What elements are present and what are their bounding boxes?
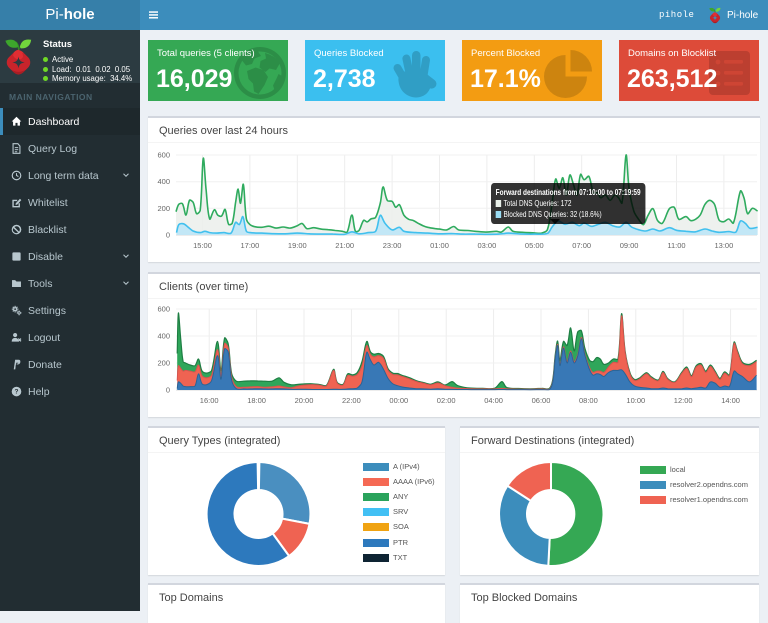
svg-text:15:00: 15:00: [193, 241, 212, 250]
svg-text:09:00: 09:00: [620, 241, 639, 250]
svg-text:14:00: 14:00: [721, 396, 740, 405]
svg-text:00:00: 00:00: [389, 396, 408, 405]
svg-text:11:00: 11:00: [667, 241, 685, 250]
svg-text:05:00: 05:00: [525, 241, 544, 250]
svg-text:18:00: 18:00: [247, 396, 266, 405]
svg-text:200: 200: [157, 359, 170, 368]
svg-text:02:00: 02:00: [437, 396, 456, 405]
svg-text:0: 0: [166, 231, 170, 240]
svg-text:600: 600: [157, 305, 170, 314]
svg-text:12:00: 12:00: [674, 396, 693, 405]
svg-text:06:00: 06:00: [532, 396, 551, 405]
svg-text:07:00: 07:00: [572, 241, 591, 250]
svg-text:600: 600: [157, 151, 170, 160]
svg-text:20:00: 20:00: [295, 396, 314, 405]
svg-text:13:00: 13:00: [715, 241, 734, 250]
svg-text:400: 400: [157, 177, 170, 186]
svg-text:19:00: 19:00: [288, 241, 307, 250]
svg-text:200: 200: [157, 204, 170, 213]
svg-text:08:00: 08:00: [579, 396, 598, 405]
svg-text:04:00: 04:00: [484, 396, 503, 405]
svg-text:21:00: 21:00: [335, 241, 354, 250]
svg-text:22:00: 22:00: [342, 396, 361, 405]
svg-text:400: 400: [157, 332, 170, 341]
svg-text:17:00: 17:00: [241, 241, 260, 250]
svg-text:?: ?: [15, 389, 19, 396]
svg-text:10:00: 10:00: [626, 396, 645, 405]
svg-text:01:00: 01:00: [430, 241, 449, 250]
svg-text:0: 0: [166, 386, 170, 395]
svg-text:23:00: 23:00: [383, 241, 402, 250]
svg-text:16:00: 16:00: [200, 396, 219, 405]
svg-text:03:00: 03:00: [478, 241, 497, 250]
